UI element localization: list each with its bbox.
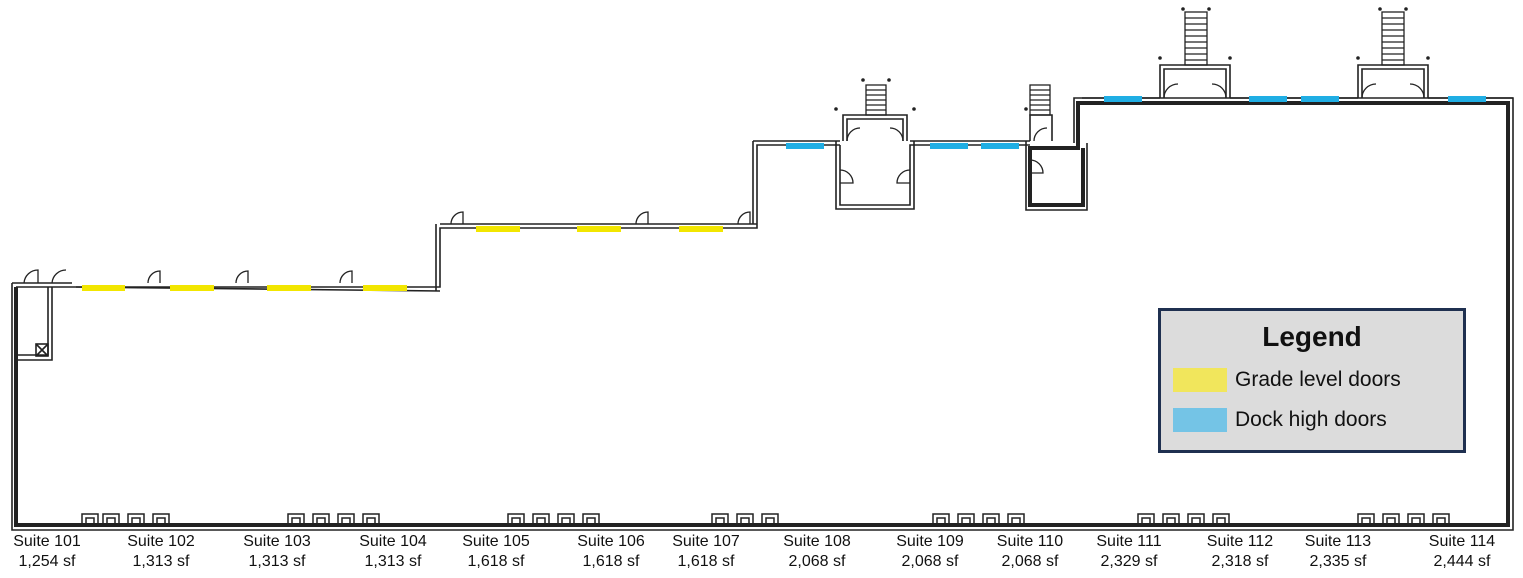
dock-swatch [1173,408,1227,432]
suite-name: Suite 113 [1304,533,1372,550]
suite-label: Suite 110 2,068 sf [975,532,1085,572]
dock-door-5 [1249,96,1287,102]
suite-area: 2,444 sf [1433,553,1491,570]
dock-door-3 [981,143,1019,149]
exterior-wall [11,64,1514,531]
suite-label: Suite 106 1,618 sf [556,532,666,572]
grade-door-6 [577,226,621,232]
suite-area: 2,068 sf [788,553,846,570]
grade-door-7 [679,226,723,232]
suite-label: Suite 102 1,313 sf [106,532,216,572]
grade-door-4 [363,285,407,291]
suite-name: Suite 101 [13,533,81,550]
legend-title: Legend [1262,321,1362,352]
suite-label: Suite 108 2,068 sf [762,532,872,572]
legend-item-dock: Dock high doors [1173,405,1387,435]
suite-label: Suite 114 2,444 sf [1407,532,1517,572]
suite-label: Suite 111 2,329 sf [1074,532,1184,572]
grade-door-5 [476,226,520,232]
suite-area: 2,068 sf [1001,553,1059,570]
suite-label: Suite 112 2,318 sf [1185,532,1295,572]
dock-door-6 [1301,96,1339,102]
legend: Legend Grade level doors Dock high doors [1158,308,1466,453]
suite-name: Suite 111 [1096,533,1162,550]
suite-area: 2,335 sf [1309,553,1367,570]
dock-door-7 [1448,96,1486,102]
legend-item-grade: Grade level doors [1173,365,1401,395]
grade-door-3 [267,285,311,291]
suite-area: 1,254 sf [18,553,76,570]
suite-area: 2,318 sf [1211,553,1269,570]
suite-area: 1,618 sf [677,553,735,570]
suite-name: Suite 108 [783,533,851,550]
suite-label: Suite 103 1,313 sf [222,532,332,572]
grade-door-2 [170,285,214,291]
suite-label: Suite 113 2,335 sf [1283,532,1393,572]
suite-name: Suite 105 [462,533,530,550]
grade-swatch [1173,368,1227,392]
suite-area: 1,313 sf [364,553,422,570]
suite-area: 1,618 sf [582,553,640,570]
suite-area: 1,313 sf [132,553,190,570]
dock-high-doors [786,96,1486,149]
suite-label: Suite 101 1,254 sf [0,532,102,572]
suite-area: 1,313 sf [248,553,306,570]
dock-door-4 [1104,96,1142,102]
suite-name: Suite 112 [1206,533,1274,550]
suite-name: Suite 114 [1428,533,1496,550]
suite-area: 2,068 sf [901,553,959,570]
legend-label-grade: Grade level doors [1235,368,1401,391]
suite-name: Suite 109 [896,533,964,550]
suite-name: Suite 110 [996,533,1064,550]
suite-label: Suite 104 1,313 sf [338,532,448,572]
suite-label: Suite 105 1,618 sf [441,532,551,572]
grade-door-1 [82,285,125,291]
suite-name: Suite 107 [672,533,740,550]
suite-name: Suite 104 [359,533,427,550]
dock-door-1 [786,143,824,149]
legend-label-dock: Dock high doors [1235,408,1387,431]
suite-label: Suite 109 2,068 sf [875,532,985,572]
suite-name: Suite 103 [243,533,311,550]
suite-name: Suite 106 [577,533,645,550]
rear-vestibules [81,513,1450,526]
column-markers [834,7,1430,111]
suite-area: 1,618 sf [467,553,525,570]
dock-door-2 [930,143,968,149]
suite-name: Suite 102 [127,533,195,550]
suite-area: 2,329 sf [1100,553,1158,570]
suite-label: Suite 107 1,618 sf [651,532,761,572]
stairs [865,11,1405,116]
door-swings [23,83,1425,284]
grade-level-doors [82,226,723,291]
